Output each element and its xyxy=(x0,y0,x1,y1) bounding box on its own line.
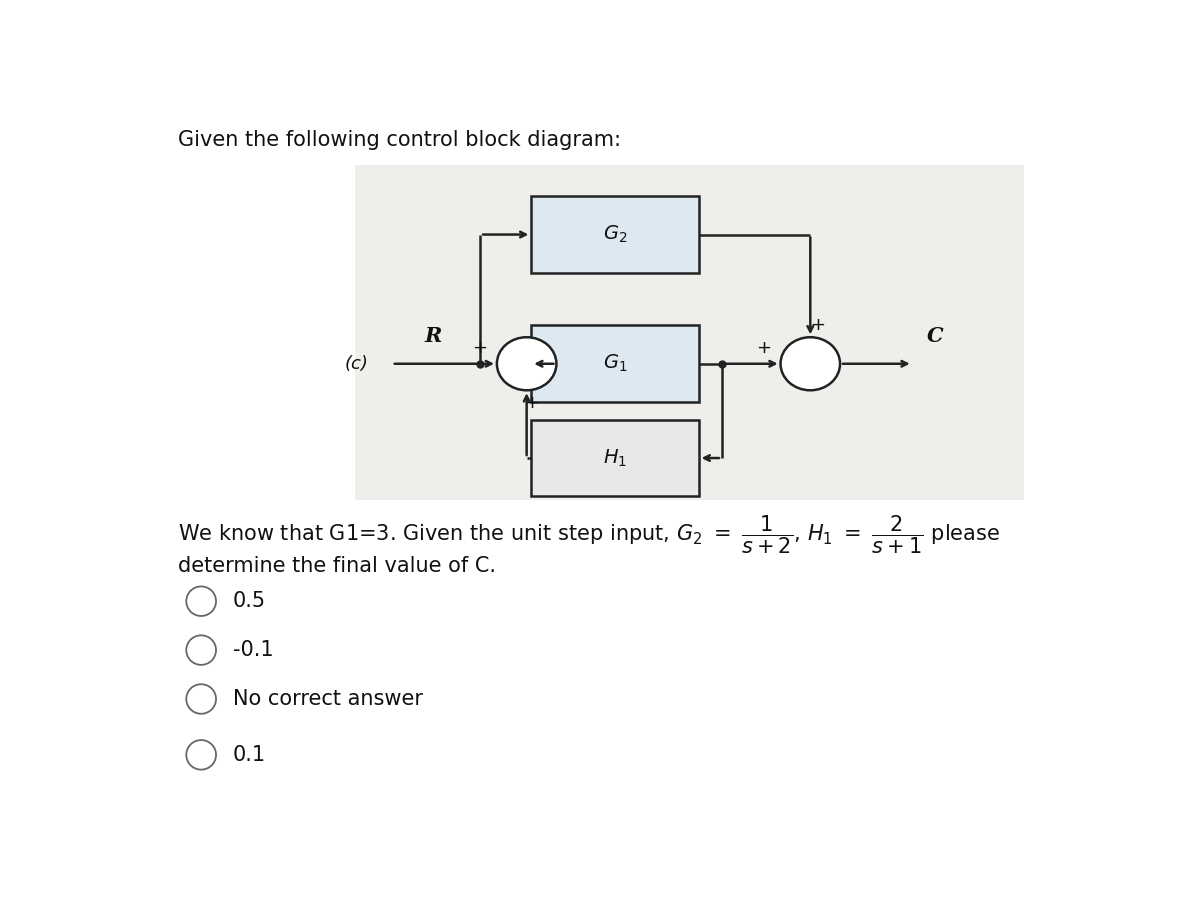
Text: +: + xyxy=(756,339,772,356)
FancyBboxPatch shape xyxy=(532,326,698,402)
Text: Given the following control block diagram:: Given the following control block diagra… xyxy=(178,130,620,150)
Text: 0.5: 0.5 xyxy=(233,591,266,611)
Text: +: + xyxy=(810,316,826,334)
Ellipse shape xyxy=(186,587,216,616)
Ellipse shape xyxy=(186,740,216,770)
Text: No correct answer: No correct answer xyxy=(233,689,422,709)
Ellipse shape xyxy=(780,337,840,390)
Text: (c): (c) xyxy=(344,355,368,373)
Text: $G_1$: $G_1$ xyxy=(602,353,628,375)
Text: determine the final value of C.: determine the final value of C. xyxy=(178,556,496,576)
Ellipse shape xyxy=(186,635,216,665)
Ellipse shape xyxy=(497,337,557,390)
Text: We know that G1=3. Given the unit step input, $G_2\ =\ \dfrac{1}{s+2}$, $H_1\ =\: We know that G1=3. Given the unit step i… xyxy=(178,514,1000,556)
Text: $G_2$: $G_2$ xyxy=(602,224,628,245)
Text: $H_1$: $H_1$ xyxy=(602,447,628,469)
FancyBboxPatch shape xyxy=(532,196,698,273)
Text: +: + xyxy=(473,339,487,356)
Text: +: + xyxy=(523,394,539,412)
Text: R: R xyxy=(425,327,443,346)
Text: C: C xyxy=(926,327,943,346)
Text: -0.1: -0.1 xyxy=(233,640,274,660)
FancyBboxPatch shape xyxy=(532,420,698,496)
FancyBboxPatch shape xyxy=(355,165,1024,500)
Text: 0.1: 0.1 xyxy=(233,745,266,765)
Ellipse shape xyxy=(186,684,216,714)
